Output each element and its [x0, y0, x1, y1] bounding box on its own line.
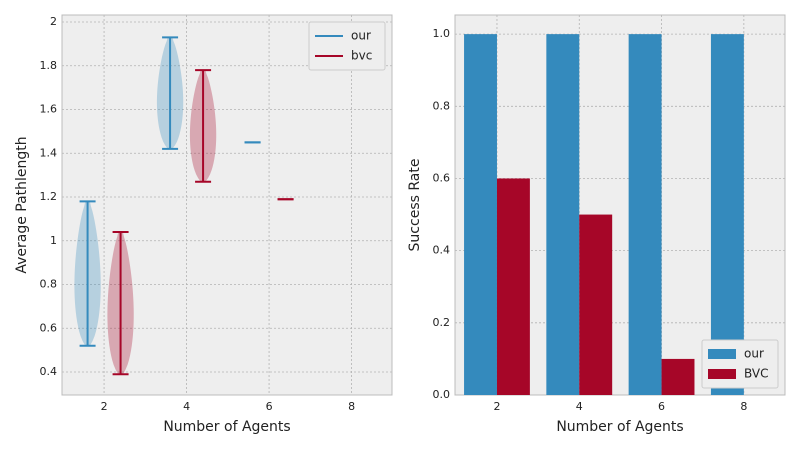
- x-tick-label: 4: [183, 400, 190, 413]
- legend-label: bvc: [351, 49, 372, 63]
- x-tick-label: 6: [658, 400, 665, 413]
- y-tick-label: 1.8: [40, 59, 58, 72]
- x-tick-label: 4: [576, 400, 583, 413]
- legend-swatch: [708, 369, 736, 379]
- x-tick-label: 2: [493, 400, 500, 413]
- bar: [661, 358, 695, 395]
- y-tick-label: 0.8: [433, 99, 451, 112]
- y-tick-label: 1: [50, 234, 57, 247]
- legend-label: our: [351, 29, 371, 43]
- y-tick-label: 0.8: [40, 278, 58, 291]
- y-tick-label: 1.0: [433, 27, 451, 40]
- bar: [496, 178, 530, 395]
- legend-box: [701, 339, 779, 389]
- y-tick-label: 0.6: [433, 171, 451, 184]
- y-axis-label: Success Rate: [407, 159, 423, 252]
- x-tick-label: 6: [266, 400, 273, 413]
- y-tick-label: 0.0: [433, 388, 451, 401]
- x-tick-label: 2: [101, 400, 108, 413]
- legend-label: BVC: [744, 367, 768, 381]
- y-tick-label: 1.2: [40, 190, 58, 203]
- x-axis-label: Number of Agents: [163, 419, 290, 435]
- y-tick-label: 0.4: [433, 244, 451, 257]
- y-tick-label: 1.6: [40, 103, 58, 116]
- x-tick-label: 8: [348, 400, 355, 413]
- y-tick-label: 1.4: [40, 146, 58, 159]
- bar: [628, 34, 662, 395]
- legend-box: [308, 21, 386, 71]
- y-tick-label: 0.6: [40, 321, 58, 334]
- y-axis-label: Average Pathlength: [14, 136, 30, 273]
- bar: [710, 34, 744, 395]
- x-tick-label: 8: [740, 400, 747, 413]
- y-tick-label: 0.2: [433, 316, 451, 329]
- y-tick-label: 0.4: [40, 365, 58, 378]
- plot-area: [62, 15, 392, 395]
- legend-swatch: [708, 349, 736, 359]
- plot-frame: [61, 14, 393, 396]
- bar: [464, 34, 497, 395]
- plot-frame: [454, 14, 786, 396]
- bar: [579, 214, 613, 395]
- legend-label: our: [744, 347, 764, 361]
- x-axis-label: Number of Agents: [556, 419, 683, 435]
- y-tick-label: 2: [50, 15, 57, 28]
- bar: [546, 34, 580, 395]
